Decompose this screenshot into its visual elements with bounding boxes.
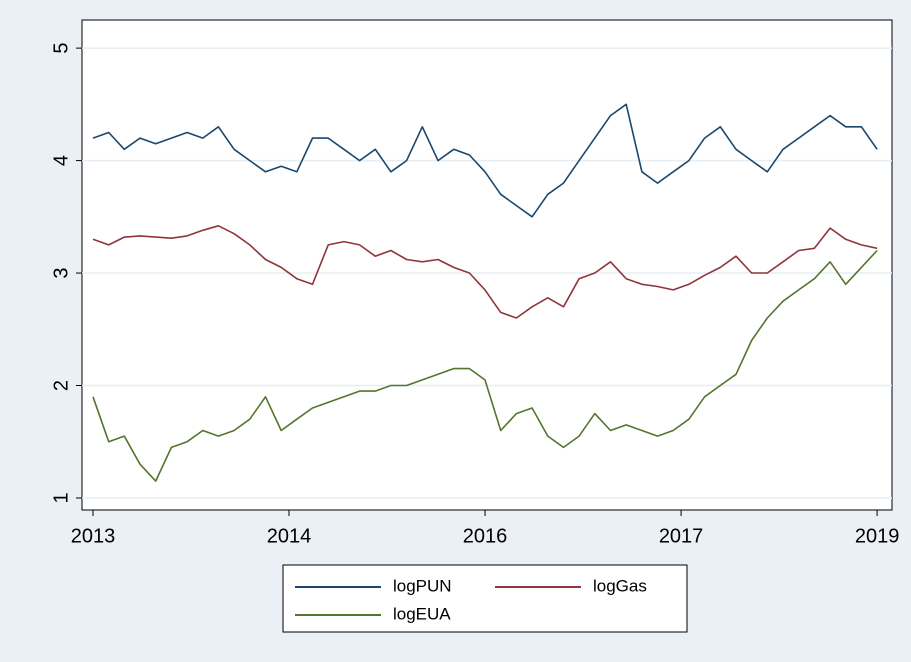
plot [82, 47, 892, 499]
legend-label: logPUN [393, 576, 452, 595]
series-line [92, 103, 878, 218]
legend-box [282, 564, 688, 633]
plot-area [81, 19, 893, 511]
x-tick-label: 2013 [71, 525, 116, 547]
y-tick-label: 1 [50, 492, 72, 503]
x-tick-label: 2017 [659, 525, 704, 547]
legend-label: logGas [593, 576, 647, 595]
x-tick-label: 2016 [463, 525, 508, 547]
legend-label: logEUA [393, 604, 451, 623]
y-tick-label: 3 [50, 267, 72, 278]
x-tick-label: 2014 [267, 525, 312, 547]
series-line [92, 249, 878, 482]
x-tick-label: 2019 [855, 525, 900, 547]
legend: logPUN logGas logEUA [295, 576, 647, 623]
series-line [92, 225, 878, 319]
y-tick-label: 4 [50, 155, 72, 166]
y-tick-label: 2 [50, 380, 72, 391]
y-tick-label: 5 [50, 43, 72, 54]
